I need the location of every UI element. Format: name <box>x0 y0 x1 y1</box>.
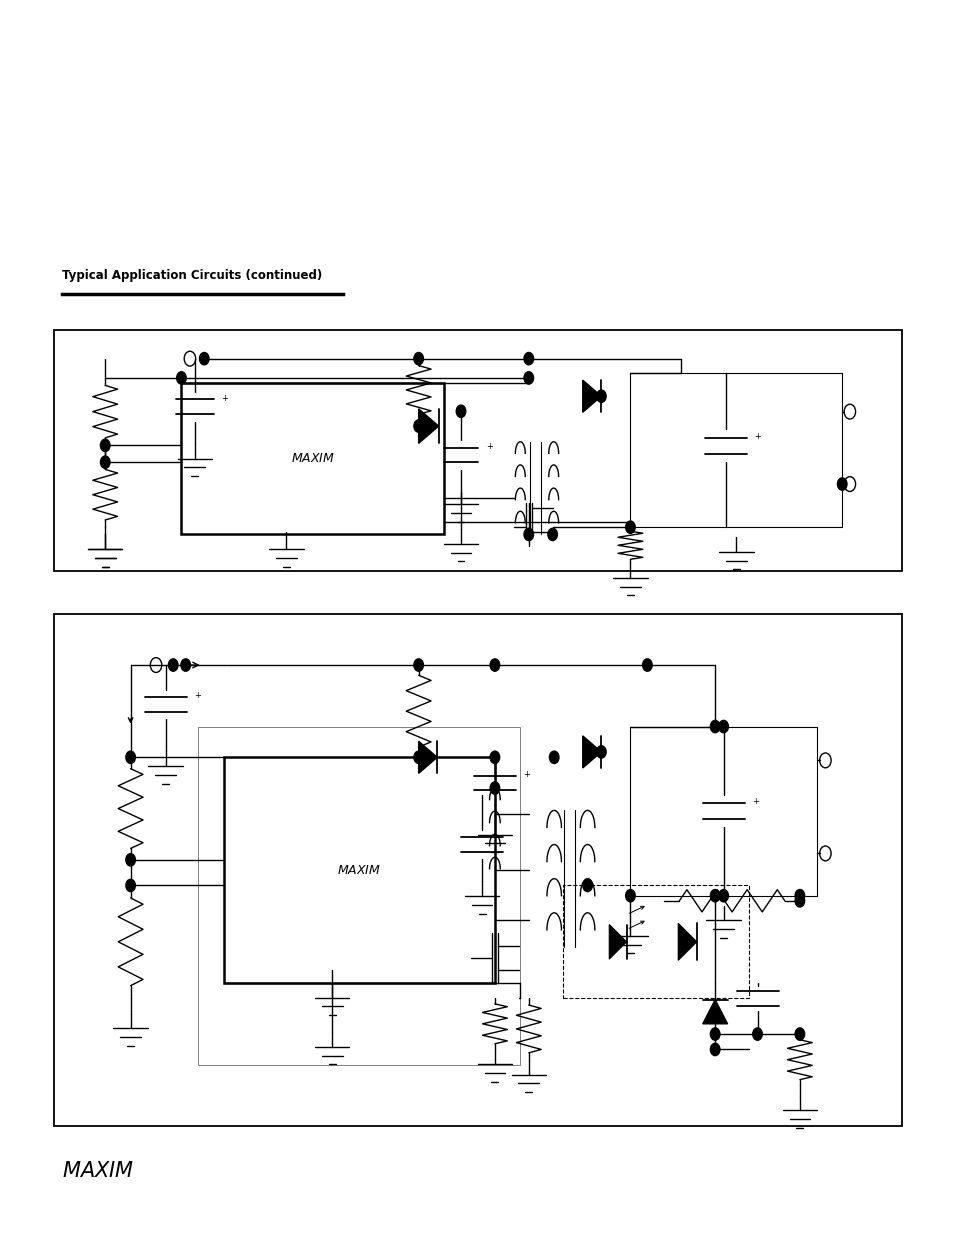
Circle shape <box>794 894 803 906</box>
Bar <box>54 330 901 571</box>
Circle shape <box>752 1028 761 1040</box>
Text: +: + <box>752 798 759 806</box>
Circle shape <box>126 751 135 763</box>
Bar <box>224 757 495 983</box>
Circle shape <box>490 751 499 763</box>
Bar <box>562 885 748 998</box>
Circle shape <box>837 478 846 490</box>
Polygon shape <box>582 736 600 768</box>
Circle shape <box>523 529 533 541</box>
Text: +: + <box>194 692 201 700</box>
Circle shape <box>710 720 720 732</box>
Circle shape <box>710 1044 720 1056</box>
Circle shape <box>719 889 728 902</box>
Circle shape <box>456 405 465 417</box>
Circle shape <box>169 659 178 672</box>
Polygon shape <box>418 409 438 443</box>
Text: +: + <box>754 432 760 441</box>
Circle shape <box>100 456 110 468</box>
Circle shape <box>710 1028 720 1040</box>
Bar <box>198 726 519 1065</box>
Circle shape <box>719 720 728 732</box>
Circle shape <box>625 889 635 902</box>
Circle shape <box>523 372 533 384</box>
Circle shape <box>414 352 423 364</box>
Circle shape <box>710 889 720 902</box>
Polygon shape <box>702 1000 727 1024</box>
Circle shape <box>547 529 557 541</box>
Circle shape <box>414 751 423 763</box>
Bar <box>181 383 443 535</box>
Polygon shape <box>418 741 436 773</box>
Text: +: + <box>485 442 492 451</box>
Circle shape <box>199 352 209 364</box>
Bar <box>630 373 841 527</box>
Circle shape <box>596 390 605 403</box>
Circle shape <box>490 659 499 672</box>
Circle shape <box>490 782 499 794</box>
Circle shape <box>176 372 186 384</box>
Circle shape <box>582 879 592 892</box>
Circle shape <box>549 751 558 763</box>
Circle shape <box>181 659 191 672</box>
Circle shape <box>126 853 135 866</box>
Circle shape <box>642 659 652 672</box>
Circle shape <box>100 440 110 452</box>
Text: $\mathit{MAXIM}$: $\mathit{MAXIM}$ <box>291 452 335 466</box>
Circle shape <box>625 521 635 534</box>
Circle shape <box>414 659 423 672</box>
Text: Typical Application Circuits (continued): Typical Application Circuits (continued) <box>62 268 322 282</box>
Circle shape <box>794 889 803 902</box>
Polygon shape <box>609 925 626 960</box>
Text: +: + <box>523 769 530 779</box>
Circle shape <box>794 1028 803 1040</box>
Circle shape <box>414 420 423 432</box>
Bar <box>54 614 901 1126</box>
Polygon shape <box>582 380 600 412</box>
Circle shape <box>523 352 533 364</box>
Polygon shape <box>678 924 696 961</box>
Bar <box>630 726 816 895</box>
Text: $\mathit{MAXIM}$: $\mathit{MAXIM}$ <box>62 1161 134 1181</box>
Text: $\mathit{MAXIM}$: $\mathit{MAXIM}$ <box>337 863 381 877</box>
Circle shape <box>126 879 135 892</box>
Circle shape <box>596 746 605 758</box>
Text: +: + <box>221 394 228 403</box>
